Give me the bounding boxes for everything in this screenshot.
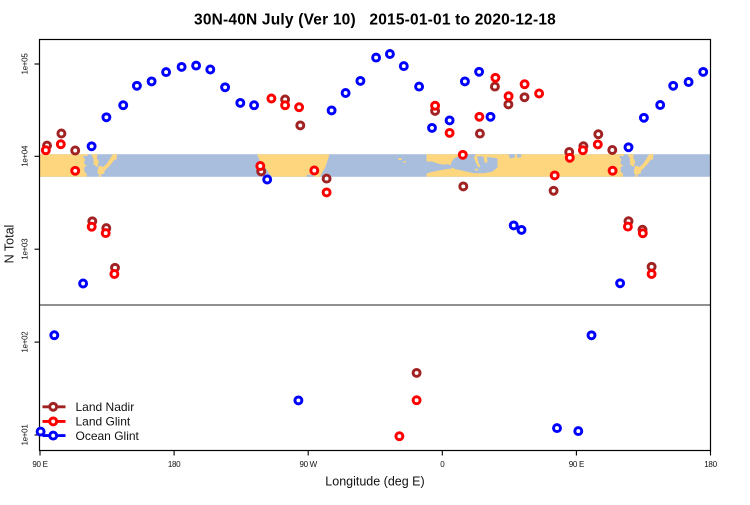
svg-text:90 E: 90 E [569,460,584,469]
svg-text:Land Glint: Land Glint [76,415,131,429]
svg-text:N Total: N Total [3,225,17,264]
svg-text:Longitude (deg E): Longitude (deg E) [325,475,424,489]
svg-text:Land Nadir: Land Nadir [76,400,135,414]
svg-text:180: 180 [704,460,717,469]
svg-text:180: 180 [168,460,181,469]
svg-text:1e+02: 1e+02 [21,331,30,353]
svg-text:1e+01: 1e+01 [21,424,30,446]
svg-text:0: 0 [440,460,445,469]
svg-text:30N-40N July (Ver 10) 2015-0: 30N-40N July (Ver 10) 2015-01-01 to 2020… [194,12,556,29]
svg-text:Ocean Glint: Ocean Glint [76,429,140,443]
svg-text:1e+03: 1e+03 [21,238,30,260]
svg-text:1e+05: 1e+05 [21,53,30,75]
svg-text:90 W: 90 W [299,460,317,469]
svg-text:1e+04: 1e+04 [21,145,30,167]
svg-text:90 E: 90 E [32,460,47,469]
